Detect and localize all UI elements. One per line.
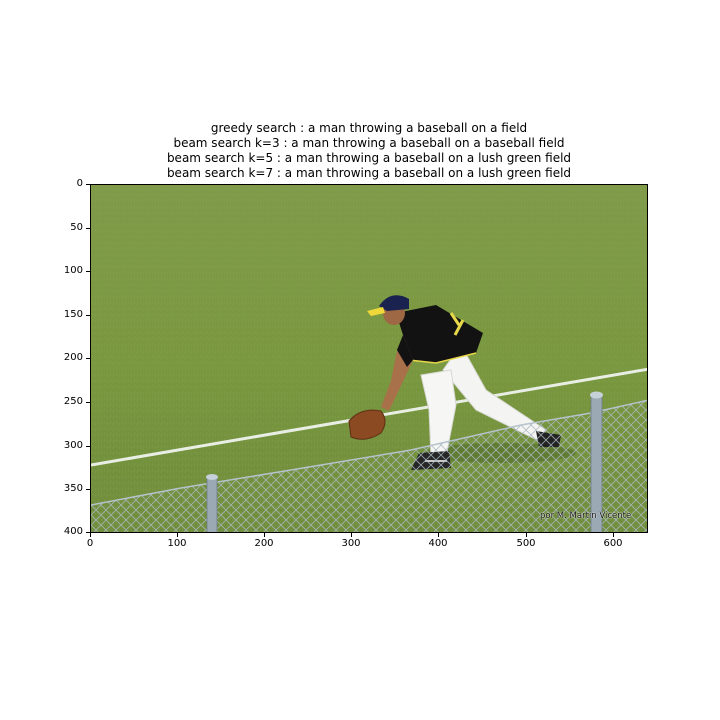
x-tick-label: 300: [341, 538, 361, 549]
caption-beam-k5: beam search k=5 : a man throwing a baseb…: [166, 151, 572, 165]
image-axes: [90, 184, 648, 533]
x-tick-label: 600: [603, 538, 623, 549]
x-tick-label: 100: [167, 538, 187, 549]
y-tick-label: 200: [63, 352, 83, 363]
caption-greedy: greedy search : a man throwing a basebal…: [210, 121, 528, 135]
baseball-glove: [348, 409, 386, 440]
x-tick-label: 200: [254, 538, 274, 549]
y-tick-label: 400: [63, 526, 83, 537]
y-tick-label: 300: [63, 440, 83, 451]
y-tick-label: 100: [63, 265, 83, 276]
y-tick-label: 250: [63, 396, 83, 407]
baseball-photo: [91, 185, 647, 532]
y-tick-label: 50: [70, 222, 83, 233]
x-tick-label: 400: [428, 538, 448, 549]
x-tick-label: 0: [86, 538, 94, 549]
caption-beam-k3: beam search k=3 : a man throwing a baseb…: [173, 136, 565, 150]
y-tick-label: 0: [76, 178, 83, 189]
chain-link-fence: [91, 391, 647, 532]
y-tick-label: 350: [63, 483, 83, 494]
x-tick-label: 500: [516, 538, 536, 549]
y-tick-label: 150: [63, 309, 83, 320]
caption-beam-k7: beam search k=7 : a man throwing a baseb…: [166, 166, 572, 180]
fence-post-left: [206, 476, 218, 532]
photo-watermark: por M. Martin Vicente: [540, 511, 632, 521]
